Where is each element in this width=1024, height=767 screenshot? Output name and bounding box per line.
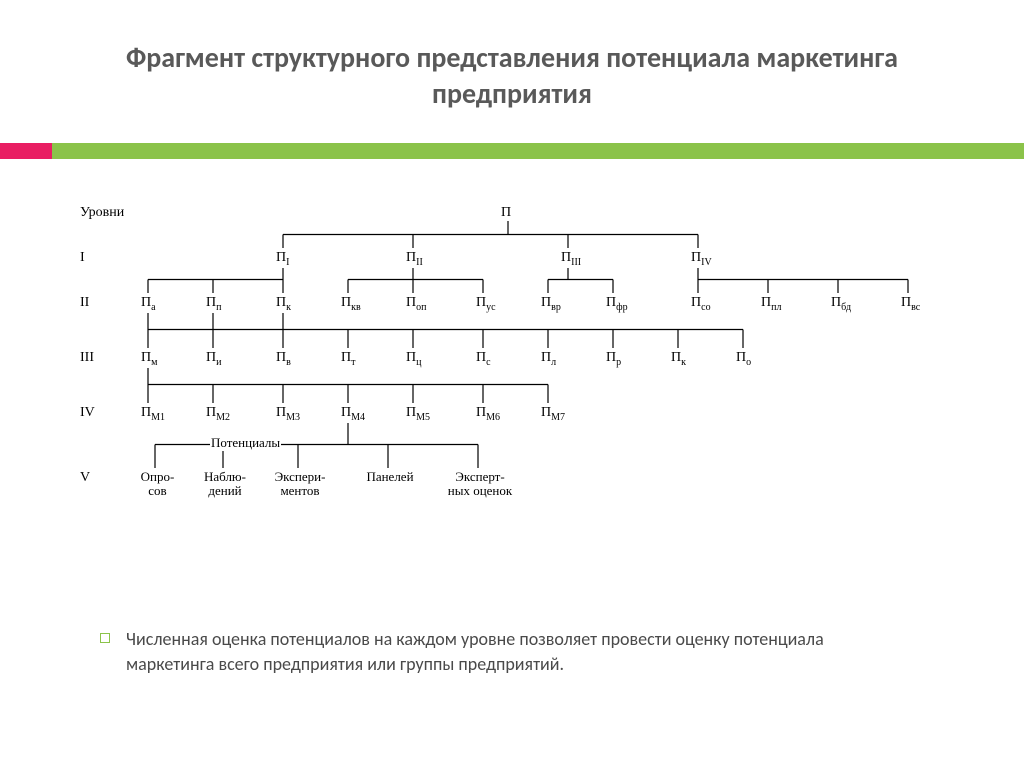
tree-node: Пс — [475, 350, 492, 368]
level-label: IV — [80, 405, 95, 421]
hierarchy-diagram: УровниIIIIIIIVVППIПIIПIIIПIVПаПпПкПквПоп… — [80, 199, 944, 529]
tree-node: Ппл — [760, 295, 782, 313]
tree-node: ПIV — [690, 250, 713, 268]
level-label: V — [80, 470, 90, 486]
bullet-note: Численная оценка потенциалов на каждом у… — [100, 627, 904, 677]
tree-node: Пц — [405, 350, 422, 368]
tree-node: Пк — [275, 295, 292, 313]
tree-node: Пт — [340, 350, 357, 368]
tree-node: ПМ4 — [340, 405, 366, 423]
tree-node: Пус — [475, 295, 497, 313]
accent-green — [52, 143, 1024, 159]
tree-node: Пбд — [830, 295, 852, 313]
level-label: III — [80, 350, 94, 366]
levels-header: Уровни — [80, 205, 124, 221]
tree-node: Пкв — [340, 295, 362, 313]
tree-node: По — [735, 350, 752, 368]
tree-node: Пфр — [605, 295, 629, 313]
tree-node: Пп — [205, 295, 222, 313]
tree-node: Опро-сов — [130, 470, 185, 499]
tree-node: ПМ7 — [540, 405, 566, 423]
level-label: I — [80, 250, 85, 266]
tree-node: Пвс — [900, 295, 921, 313]
tree-node: Па — [140, 295, 157, 313]
accent-bar — [0, 143, 1024, 159]
tree-node: ПII — [405, 250, 424, 268]
tree-node: Панелей — [360, 470, 420, 484]
tree-node: Экспери-ментов — [265, 470, 335, 499]
page-title: Фрагмент структурного представления поте… — [0, 0, 1024, 133]
tree-node: Псо — [690, 295, 712, 313]
accent-pink — [0, 143, 52, 159]
potentials-label: Потенциалы — [210, 436, 281, 450]
tree-node: Наблю-дений — [195, 470, 255, 499]
tree-node: П — [500, 205, 512, 221]
tree-node: Пв — [275, 350, 292, 368]
tree-node: ПМ2 — [205, 405, 231, 423]
level-label: II — [80, 295, 89, 311]
tree-node: ПI — [275, 250, 290, 268]
tree-node: Поп — [405, 295, 427, 313]
tree-node: Пр — [605, 350, 622, 368]
tree-node: ПМ3 — [275, 405, 301, 423]
tree-node: Пм — [140, 350, 158, 368]
tree-node: ПIII — [560, 250, 582, 268]
bullet-square-icon — [100, 633, 110, 643]
bullet-text: Численная оценка потенциалов на каждом у… — [126, 627, 904, 677]
tree-node: ПМ5 — [405, 405, 431, 423]
tree-node: Пвр — [540, 295, 562, 313]
tree-node: ПМ1 — [140, 405, 166, 423]
tree-node: Пи — [205, 350, 222, 368]
tree-node: Пл — [540, 350, 557, 368]
tree-node: Эксперт-ных оценок — [440, 470, 520, 499]
tree-node: Пк — [670, 350, 687, 368]
tree-node: ПМ6 — [475, 405, 501, 423]
